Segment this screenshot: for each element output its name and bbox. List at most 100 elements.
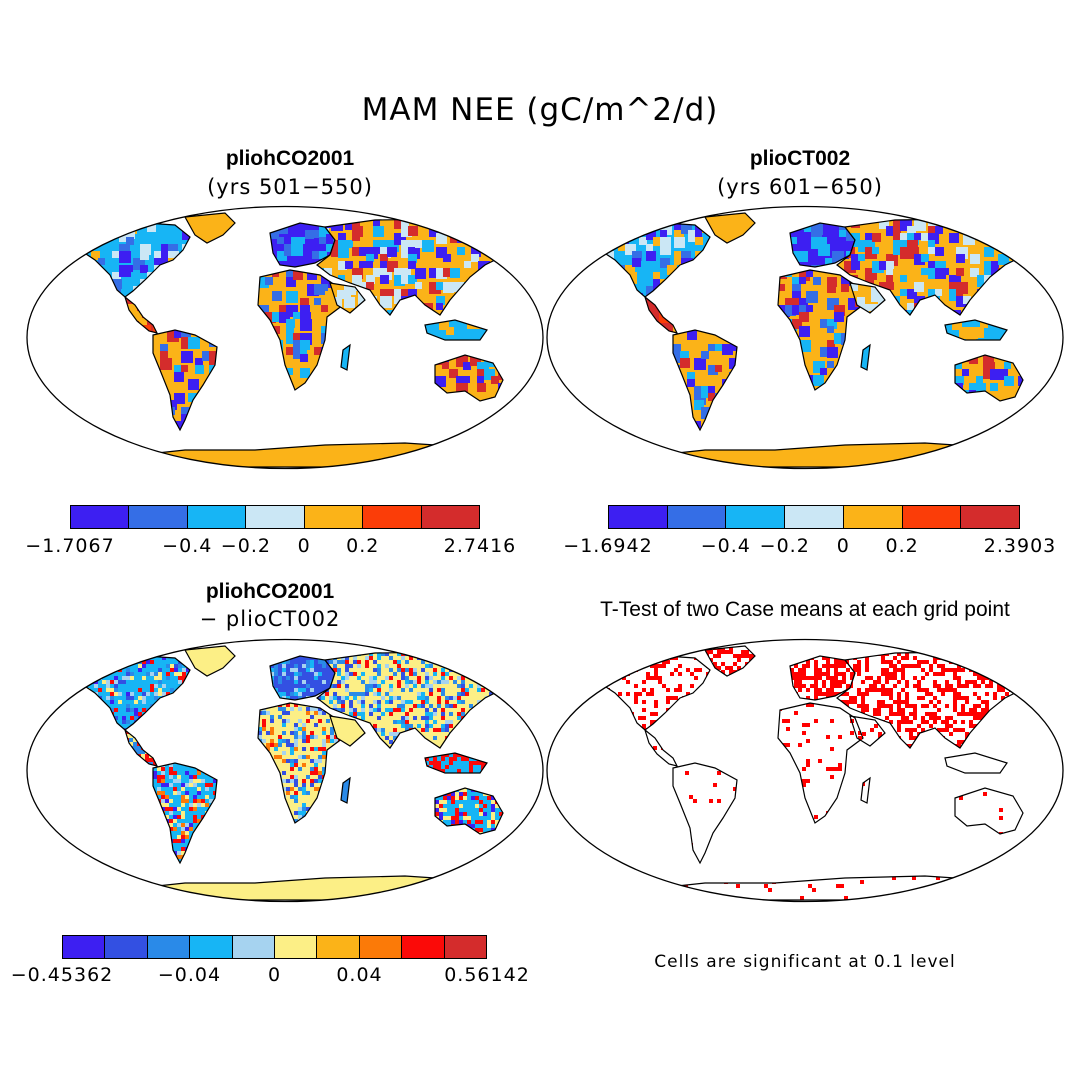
- region-madagascar: [341, 778, 350, 803]
- map-frame: [26, 638, 544, 903]
- region-asia: [837, 652, 1040, 748]
- figure-title: MAM NEE (gC/m^2/d): [361, 92, 719, 128]
- panel1-map: [26, 205, 544, 470]
- colorbar-swatch: [232, 936, 276, 958]
- panel2-map: [546, 205, 1064, 470]
- region-greenland: [185, 646, 235, 676]
- panel2-title: plioCT002: [749, 147, 851, 170]
- panel1-cbar-label: −1.7067: [25, 535, 115, 557]
- region-madagascar: [341, 345, 350, 370]
- panel2-subtitle: (yrs 601−650): [717, 175, 883, 199]
- region-northAmerica: [590, 223, 710, 297]
- coastline-australia: [434, 787, 504, 835]
- coastline-africa: [777, 269, 864, 391]
- colorbar-swatch: [667, 506, 727, 528]
- coastline-indonesia: [944, 752, 1008, 774]
- panel3-title: pliohCO2001: [205, 580, 335, 603]
- colorbar-swatch: [63, 936, 106, 958]
- coastline-arabia: [849, 715, 886, 747]
- region-southAmerica: [153, 763, 217, 863]
- coastline-australia: [434, 354, 504, 402]
- coastline-greenland: [704, 212, 756, 244]
- colorbar-swatch: [421, 506, 479, 528]
- colorbar-swatch: [961, 506, 1020, 528]
- colorbar-swatch: [105, 936, 148, 958]
- panel2-cbar-label: −1.6942: [563, 535, 653, 557]
- coastline-africa: [257, 702, 344, 824]
- coastline-antarctica: [639, 875, 1016, 901]
- region-australia: [959, 792, 1003, 834]
- panel1-title: pliohCO2001: [225, 147, 355, 170]
- colorbar-swatch: [187, 506, 247, 528]
- panel1-cbar-label: 2.7416: [443, 535, 517, 557]
- region-madagascar: [861, 345, 870, 370]
- panel3-cbar-label: −0.04: [157, 964, 222, 986]
- coastline-australia: [954, 354, 1024, 402]
- panel2-colorbar-labels: −1.6942 −0.4 −0.2 0 0.2 2.3903: [563, 535, 1055, 559]
- colorbar-swatch: [726, 506, 786, 528]
- panel2-colorbar: [608, 505, 1020, 529]
- significance-note: Cells are significant at 0.1 level: [654, 952, 956, 972]
- colorbar-swatch: [71, 506, 130, 528]
- panel2-cbar-label: −0.4: [700, 535, 751, 557]
- region-africa: [778, 703, 863, 823]
- colorbar-swatch: [359, 936, 403, 958]
- coastline-centralAmerica: [123, 728, 159, 767]
- panel3-cbar-label: 0: [267, 964, 282, 986]
- coastline-europe: [789, 655, 856, 701]
- colorbar-swatch: [363, 506, 422, 528]
- panel3-cbar-label: 0.56142: [444, 964, 530, 986]
- coastline-southAmerica: [152, 762, 218, 865]
- region-europe: [790, 656, 855, 700]
- coastline-madagascar: [860, 776, 871, 804]
- panel3-colorbar: [62, 935, 487, 959]
- colorbar-swatch: [275, 936, 318, 958]
- colorbar-swatch: [609, 506, 668, 528]
- coastline-centralAmerica: [123, 295, 159, 334]
- coastline-africa: [257, 269, 344, 391]
- coastline-southAmerica: [152, 329, 218, 432]
- coastline-greenland: [184, 212, 236, 244]
- coastline-arabia: [329, 715, 366, 747]
- panel2-cbar-label: 0: [836, 535, 850, 557]
- region-southAmerica: [673, 330, 737, 430]
- colorbar-swatch: [147, 936, 191, 958]
- panel2-cbar-label: −0.2: [759, 535, 810, 557]
- panel1-cbar-label: 0.2: [346, 535, 380, 557]
- coastline-southAmerica: [672, 329, 738, 432]
- region-australia: [435, 355, 503, 401]
- panel1-subtitle: (yrs 501−550): [207, 175, 373, 199]
- panel3-cbar-label: −0.45362: [10, 964, 114, 986]
- coastline-indonesia: [424, 319, 488, 341]
- coastline-northAmerica: [589, 222, 711, 298]
- coastline-centralAmerica: [643, 728, 679, 767]
- panel4-map: [546, 638, 1064, 903]
- colorbar-swatch: [304, 506, 364, 528]
- panel2-cbar-label: 2.3903: [983, 535, 1057, 557]
- coastline-australia: [954, 787, 1024, 835]
- map-frame: [546, 205, 1064, 470]
- panel1-colorbar-labels: −1.7067 −0.4 −0.2 0 0.2 2.7416: [25, 535, 515, 559]
- region-australia: [955, 355, 1023, 401]
- region-greenland: [705, 213, 755, 243]
- coastline-centralAmerica: [643, 295, 679, 334]
- coastline-madagascar: [860, 343, 871, 371]
- colorbar-swatch: [444, 936, 487, 958]
- panel4-title: T-Test of two Case means at each grid po…: [600, 598, 1010, 621]
- panel1-cbar-label: 0: [297, 535, 311, 557]
- coastline-europe: [269, 222, 336, 268]
- colorbar-swatch: [785, 506, 844, 528]
- panel3-subtitle: − plioCT002: [199, 607, 341, 631]
- map-frame: [546, 638, 1064, 903]
- coastline-indonesia: [424, 752, 488, 774]
- colorbar-swatch: [317, 936, 360, 958]
- coastline-greenland: [704, 645, 756, 677]
- region-greenland: [185, 213, 235, 243]
- colorbar-swatch: [129, 506, 188, 528]
- coastline-africa: [777, 702, 864, 824]
- colorbar-swatch: [190, 936, 233, 958]
- coastline-madagascar: [340, 776, 351, 804]
- panel3-cbar-label: 0.04: [336, 964, 383, 986]
- coastline-northAmerica: [589, 655, 711, 731]
- region-southAmerica: [673, 767, 737, 847]
